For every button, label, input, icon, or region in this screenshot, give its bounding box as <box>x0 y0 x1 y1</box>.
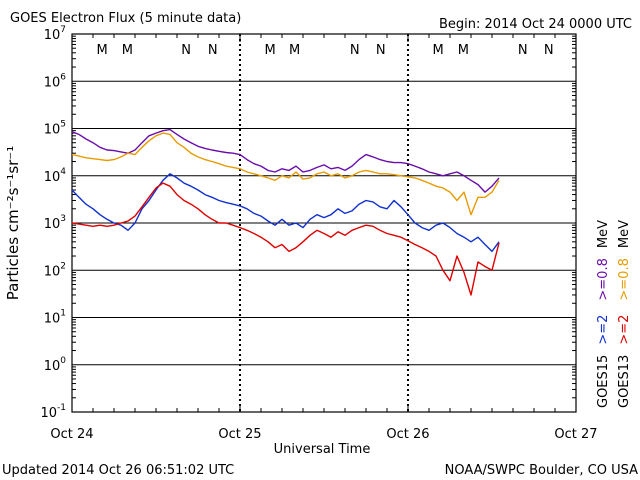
series-line-goes13 <box>71 182 500 296</box>
mn-marker: N <box>350 43 360 58</box>
y-tick-label: 102 <box>44 261 66 279</box>
y-axis-ticks: 107 106 105 104 103 102 101 100 10-1 <box>40 25 66 421</box>
y-tick-label: 10-1 <box>40 403 66 421</box>
mn-marker: M <box>122 43 133 58</box>
legend: GOES13 >=2 >=0.8 MeV GOES15 >=2 >=0.8 MeV <box>596 220 632 408</box>
mn-marker: M <box>264 43 275 58</box>
chart-title: GOES Electron Flux (5 minute data) <box>10 11 241 26</box>
mn-marker: M <box>96 43 107 58</box>
legend-item: MeV <box>596 220 611 248</box>
legend-item: >=2 <box>617 315 632 345</box>
legend-column: GOES13 >=2 >=0.8 MeV <box>617 220 632 408</box>
mn-marker: N <box>518 43 528 58</box>
legend-item: GOES15 <box>596 355 611 408</box>
x-tick-label: Oct 27 <box>554 427 597 442</box>
legend-item: >=2 <box>596 315 611 345</box>
grid-layer <box>72 35 576 399</box>
y-tick-label: 101 <box>44 309 66 327</box>
mn-marker: M <box>432 43 443 58</box>
legend-item: MeV <box>617 220 632 248</box>
x-axis-label: Universal Time <box>274 442 371 457</box>
mn-marker: M <box>458 43 469 58</box>
series-line-goes13 <box>71 132 500 216</box>
y-tick-label: 107 <box>44 25 66 43</box>
mn-marker: N <box>376 43 386 58</box>
series-line-goes15 <box>71 173 500 253</box>
y-tick-label: 103 <box>44 214 66 232</box>
legend-item: >=0.8 <box>596 258 611 300</box>
y-tick-label: 105 <box>44 120 66 138</box>
x-tick-label: Oct 24 <box>50 427 93 442</box>
day-dividers <box>239 34 409 412</box>
mn-marker: N <box>208 43 218 58</box>
legend-item: GOES13 <box>617 355 632 408</box>
mn-marker: M <box>289 43 300 58</box>
mn-marker: N <box>544 43 554 58</box>
legend-item: >=0.8 <box>617 258 632 300</box>
mn-marker: N <box>181 43 191 58</box>
y-tick-label: 104 <box>44 167 67 185</box>
series-line-goes15 <box>71 128 500 193</box>
begin-label: Begin: 2014 Oct 24 0000 UTC <box>439 17 632 32</box>
x-tick-label: Oct 26 <box>386 427 429 442</box>
y-tick-label: 106 <box>44 72 67 90</box>
y-axis-label: Particles cm⁻²s⁻¹sr⁻¹ <box>4 146 22 300</box>
x-axis-ticks: Oct 24 Oct 25 Oct 26 Oct 27 <box>50 34 598 442</box>
series-layer <box>71 128 500 296</box>
x-tick-label: Oct 25 <box>218 427 261 442</box>
legend-column: GOES15 >=2 >=0.8 MeV <box>596 220 611 408</box>
footer-credit: NOAA/SWPC Boulder, CO USA <box>445 463 638 478</box>
footer-updated: Updated 2014 Oct 26 06:51:02 UTC <box>2 463 234 478</box>
y-tick-label: 100 <box>44 356 67 374</box>
